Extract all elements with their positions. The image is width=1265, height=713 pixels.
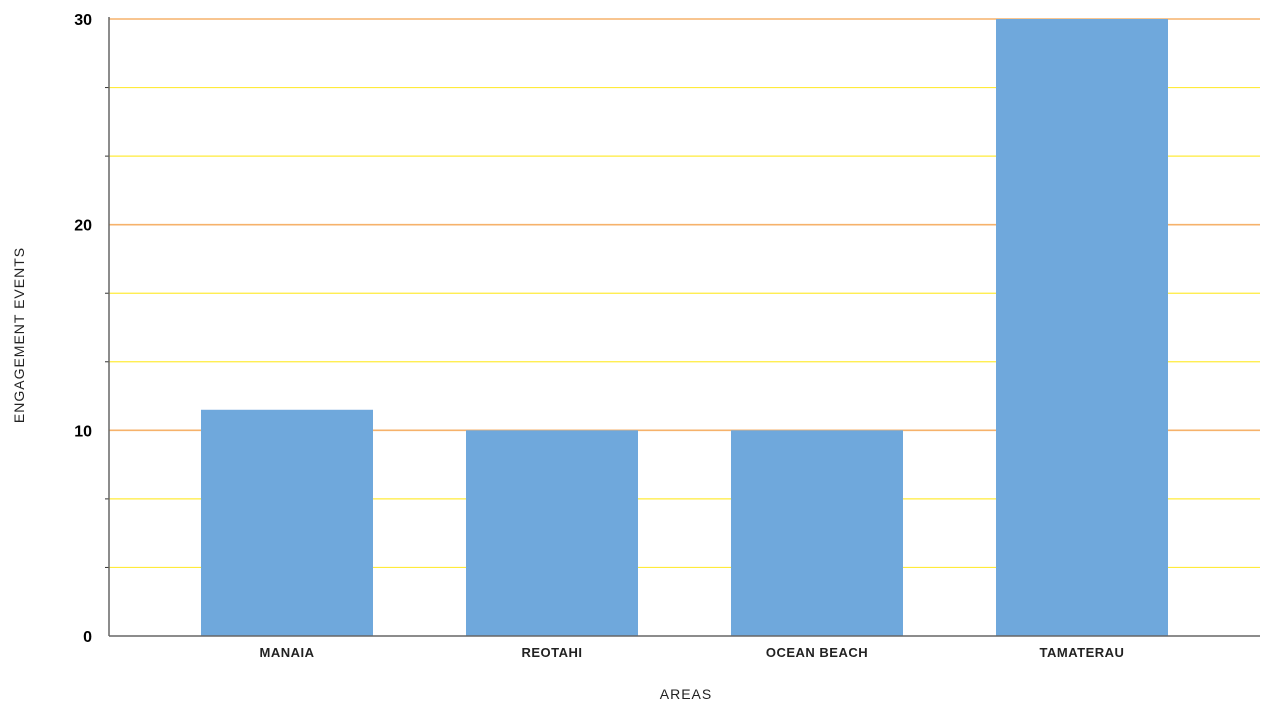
y-axis-title: ENGAGEMENT EVENTS xyxy=(11,247,27,423)
x-axis-title: AREAS xyxy=(660,686,712,702)
bar-reotahi xyxy=(466,430,638,636)
x-tick-label: REOTAHI xyxy=(521,645,582,660)
y-tick-label: 20 xyxy=(74,218,92,235)
axes xyxy=(105,17,1260,637)
x-tick-label: MANAIA xyxy=(260,645,315,660)
y-tick-label: 10 xyxy=(74,423,92,440)
labels: 0 10 20 30 MANAIA REOTAHI OCEAN BEACH TAMATERAU xyxy=(74,12,1124,660)
bars xyxy=(201,19,1168,636)
bar-tamaterau xyxy=(996,19,1168,636)
y-tick-label: 0 xyxy=(83,629,92,646)
y-tick-label: 30 xyxy=(74,12,92,29)
bar-ocean-beach xyxy=(731,430,903,636)
x-tick-label: OCEAN BEACH xyxy=(766,645,868,660)
bar-manaia xyxy=(201,409,373,636)
x-tick-label: TAMATERAU xyxy=(1040,645,1125,660)
